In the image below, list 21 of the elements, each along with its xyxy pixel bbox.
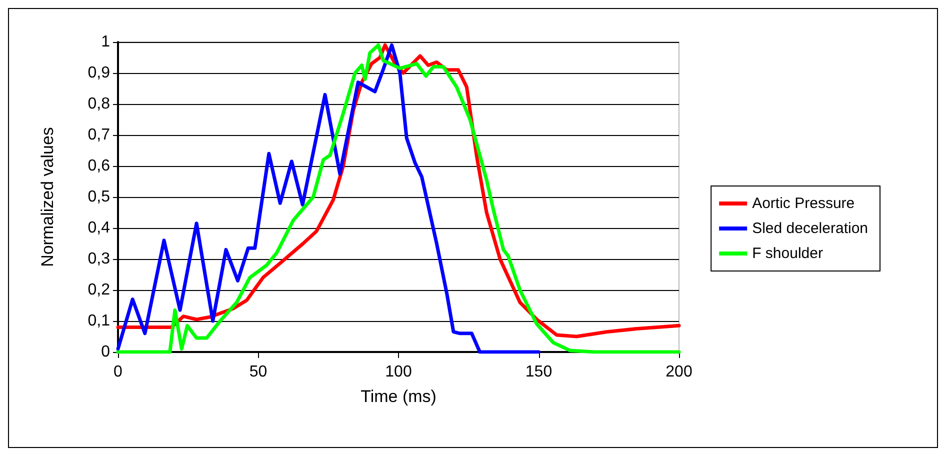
legend-label: Sled deceleration (752, 220, 868, 237)
y-tick-label: 0,5 (88, 188, 110, 206)
x-tick-label: 50 (249, 364, 268, 380)
y-tick-label: 0,6 (88, 158, 110, 174)
x-tick-label: 150 (525, 364, 552, 380)
y-tick-label: 0,7 (88, 126, 110, 144)
x-tick-label: 0 (114, 364, 123, 380)
y-tick-label: 0,1 (88, 312, 110, 330)
y-axis-title: Normalized values (38, 127, 57, 267)
y-tick-label: 0,3 (88, 250, 110, 268)
y-tick-label: 0,4 (88, 220, 110, 236)
x-tick-label: 200 (666, 364, 692, 380)
legend-label: Aortic Pressure (752, 195, 855, 212)
y-tick-label: 0,8 (88, 96, 110, 112)
x-axis-title: Time (ms) (360, 387, 436, 406)
x-tick-label: 100 (385, 364, 412, 380)
y-tick-label: 1 (101, 34, 110, 50)
y-tick-label: 0,2 (88, 282, 110, 298)
legend-label: F shoulder (752, 245, 823, 262)
y-tick-label: 0 (101, 344, 110, 360)
y-tick-label: 0,9 (88, 64, 110, 82)
